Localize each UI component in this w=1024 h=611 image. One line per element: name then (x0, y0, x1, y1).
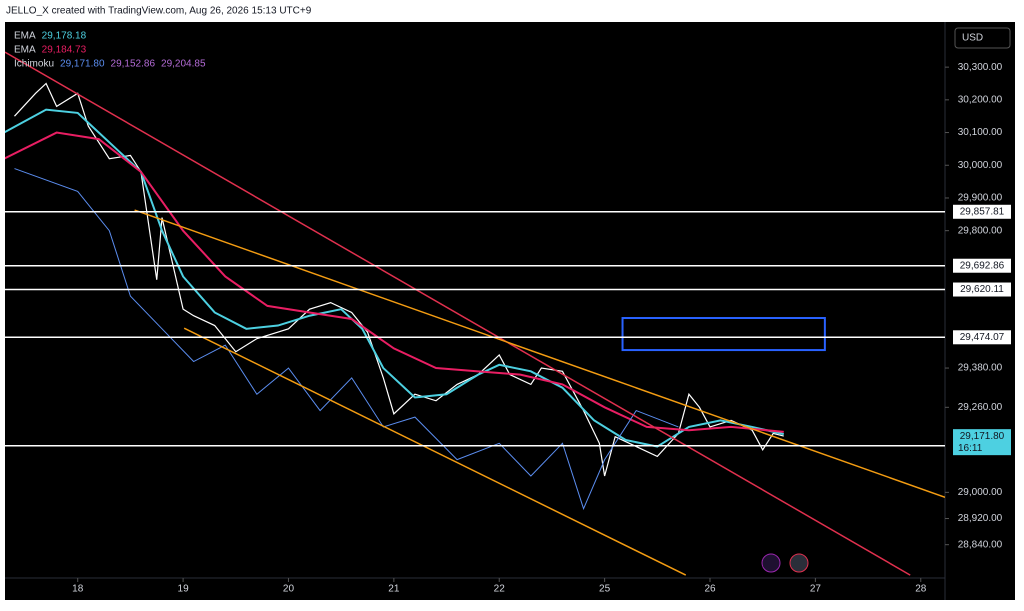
legend-name: Ichimoku (14, 59, 54, 70)
y-tick-label: 29,800.00 (958, 225, 1003, 236)
y-tick-label: 30,300.00 (958, 62, 1003, 73)
x-tick-label: 19 (178, 584, 190, 595)
level-label: 29,474.07 (960, 332, 1005, 343)
bottom-icons (761, 553, 809, 573)
x-tick-label: 21 (388, 584, 400, 595)
level-label: 29,857.81 (960, 206, 1005, 217)
level-label: 29,692.86 (960, 260, 1005, 271)
countdown: 16:11 (958, 443, 983, 454)
last-price-box (953, 429, 1011, 456)
y-tick-label: 29,380.00 (958, 363, 1003, 374)
x-tick-label: 18 (72, 584, 84, 595)
y-tick-label: 29,900.00 (958, 193, 1003, 204)
flag-icon[interactable] (789, 553, 809, 573)
currency-box[interactable] (954, 27, 1011, 49)
level-label-box (953, 330, 1011, 345)
y-tick-label: 29,000.00 (958, 487, 1003, 498)
legend-value: 29,178.18 (42, 31, 87, 42)
y-tick-label: 30,100.00 (958, 127, 1003, 138)
y-tick-label: 29,260.00 (958, 402, 1003, 413)
x-tick-label: 28 (915, 584, 927, 595)
y-tick-label: 30,000.00 (958, 160, 1003, 171)
level-label: 29,620.11 (960, 284, 1004, 295)
x-tick-label: 27 (810, 584, 822, 595)
annotation-box (621, 317, 826, 352)
y-tick-label: 28,840.00 (958, 539, 1003, 550)
legend-value: 29,171.80 (60, 59, 105, 70)
series-line (5, 131, 784, 433)
x-tick-label: 25 (599, 584, 611, 595)
legend-value: 29,184.73 (42, 45, 87, 56)
level-label-box (953, 282, 1011, 297)
trendline (134, 209, 945, 498)
plot-background (5, 22, 1015, 600)
series-line (14, 82, 784, 477)
legend-name: EMA (14, 31, 36, 42)
legend-value: 29,204.85 (161, 59, 206, 70)
x-tick-label: 20 (283, 584, 295, 595)
x-tick-label: 26 (704, 584, 716, 595)
y-tick-label: 30,200.00 (958, 94, 1003, 105)
series-line (5, 108, 784, 448)
chart-title: JELLO_X created with TradingView.com, Au… (6, 6, 312, 17)
level-label-box (953, 258, 1011, 273)
legend-name: EMA (14, 45, 36, 56)
last-price-label: 29,171.80 (960, 431, 1005, 442)
trendline (183, 327, 687, 576)
currency: USD (962, 33, 983, 44)
trendline (5, 51, 911, 576)
flash-icon[interactable] (761, 553, 781, 573)
legend-value: 29,152.86 (111, 59, 156, 70)
level-label-box (953, 204, 1011, 219)
x-tick-label: 22 (494, 584, 506, 595)
y-tick-label: 28,920.00 (958, 513, 1003, 524)
series-line (14, 168, 679, 511)
